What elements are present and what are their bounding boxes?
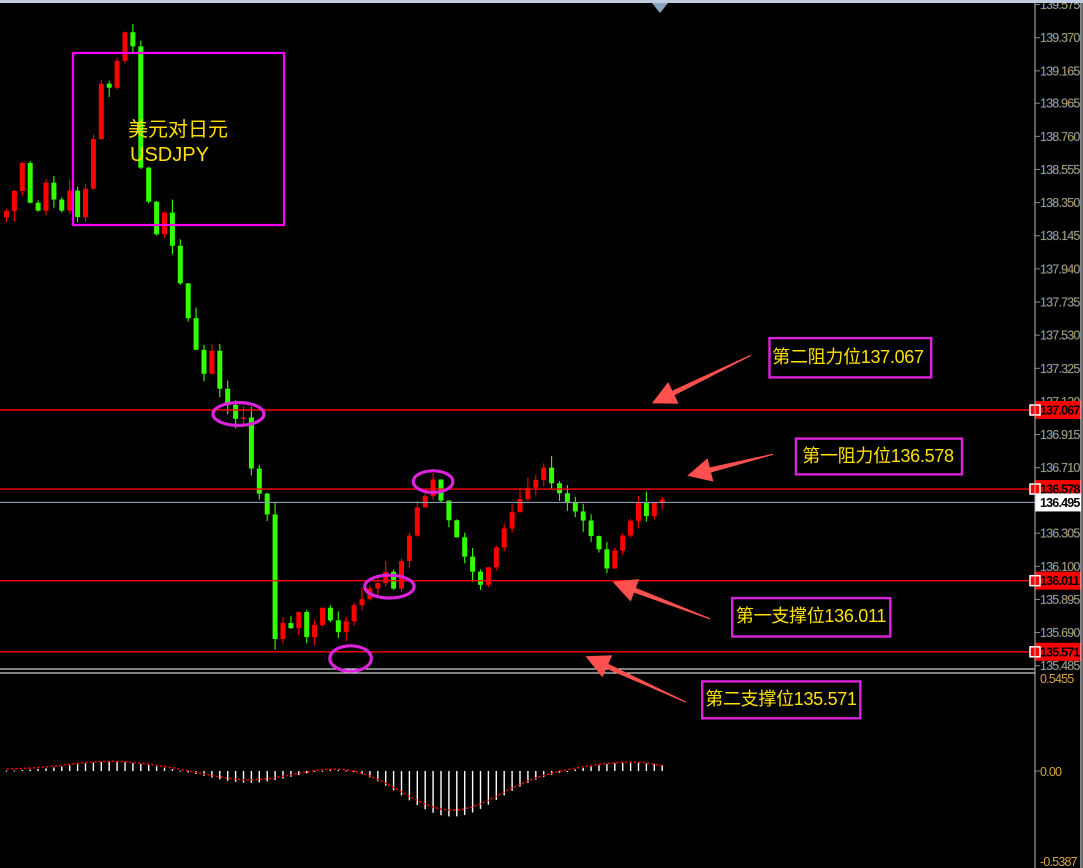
svg-text:USDJPY: USDJPY [130,144,209,166]
svg-text:137.067: 137.067 [1040,403,1080,417]
svg-text:135.571: 135.571 [1040,645,1080,659]
svg-text:136.305: 136.305 [1040,527,1080,541]
svg-text:136.710: 136.710 [1040,461,1080,475]
svg-text:美元对日元: 美元对日元 [128,118,228,141]
svg-text:-0.5387: -0.5387 [1040,855,1078,868]
svg-text:135.895: 135.895 [1040,593,1080,607]
svg-text:139.165: 139.165 [1040,64,1080,78]
svg-text:137.940: 137.940 [1040,262,1080,276]
svg-text:137.325: 137.325 [1040,362,1080,376]
svg-text:136.915: 136.915 [1040,428,1080,442]
svg-text:138.965: 138.965 [1040,97,1080,111]
svg-text:0.5455: 0.5455 [1040,672,1074,686]
svg-text:138.145: 138.145 [1040,229,1080,243]
svg-text:第二阻力位137.067: 第二阻力位137.067 [772,347,924,367]
svg-text:第一支撑位136.011: 第一支撑位136.011 [736,606,886,626]
svg-text:136.495: 136.495 [1040,496,1080,510]
svg-text:138.760: 138.760 [1040,130,1080,144]
svg-text:137.530: 137.530 [1040,329,1080,343]
svg-text:137.735: 137.735 [1040,296,1080,310]
svg-text:138.555: 138.555 [1040,163,1080,177]
svg-text:0.00: 0.00 [1040,765,1062,779]
svg-text:第二支撑位135.571: 第二支撑位135.571 [705,689,857,709]
svg-text:138.350: 138.350 [1040,196,1080,210]
svg-text:135.690: 135.690 [1040,626,1080,640]
svg-text:139.370: 139.370 [1040,31,1080,45]
svg-text:第一阻力位136.578: 第一阻力位136.578 [802,446,954,466]
svg-text:136.011: 136.011 [1040,574,1080,588]
